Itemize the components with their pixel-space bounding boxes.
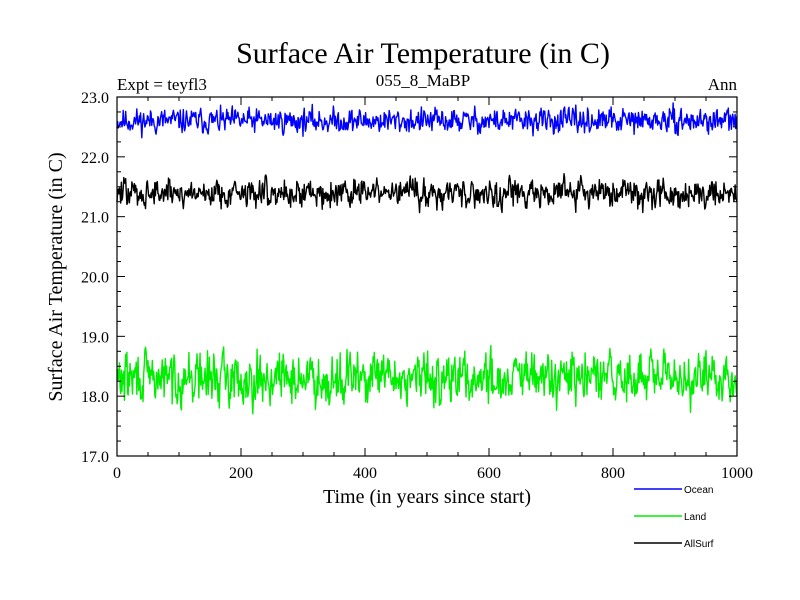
x-tick-label: 0 bbox=[113, 465, 121, 482]
series-layer bbox=[116, 102, 738, 415]
series-line-ocean bbox=[116, 102, 738, 139]
y-axis-label: Surface Air Temperature (in C) bbox=[45, 152, 67, 401]
y-tick-label: 23.0 bbox=[81, 90, 109, 107]
y-tick-label: 22.0 bbox=[81, 150, 109, 167]
legend-label-land: Land bbox=[684, 512, 706, 523]
legend: Ocean Land AllSurf bbox=[634, 485, 714, 550]
season-label: Ann bbox=[708, 75, 738, 94]
x-tick-label: 400 bbox=[353, 465, 377, 482]
x-tick-label: 200 bbox=[229, 465, 253, 482]
chart-subtitle: 055_8_MaBP bbox=[376, 71, 470, 90]
legend-label-allsurf: AllSurf bbox=[684, 539, 714, 550]
x-tick-label: 600 bbox=[477, 465, 501, 482]
legend-label-ocean: Ocean bbox=[684, 485, 713, 496]
x-axis-label: Time (in years since start) bbox=[323, 486, 531, 508]
x-tick-label: 800 bbox=[601, 465, 625, 482]
y-tick-label: 18.0 bbox=[81, 389, 109, 406]
series-line-allsurf bbox=[116, 172, 738, 214]
y-tick-label: 20.0 bbox=[81, 270, 109, 287]
chart-title: Surface Air Temperature (in C) bbox=[236, 37, 610, 70]
series-line-land bbox=[116, 344, 738, 415]
axis-ticks: 0 200 400 600 800 1000 17.0 18.0 19.0 20.0 21.0 22.… bbox=[81, 90, 753, 482]
x-tick-label: 1000 bbox=[721, 465, 753, 482]
y-tick-label: 19.0 bbox=[81, 329, 109, 346]
y-tick-label: 17.0 bbox=[81, 449, 109, 466]
plot-frame bbox=[116, 96, 738, 457]
experiment-label: Expt = teyfl3 bbox=[117, 75, 207, 94]
y-tick-label: 21.0 bbox=[81, 210, 109, 227]
